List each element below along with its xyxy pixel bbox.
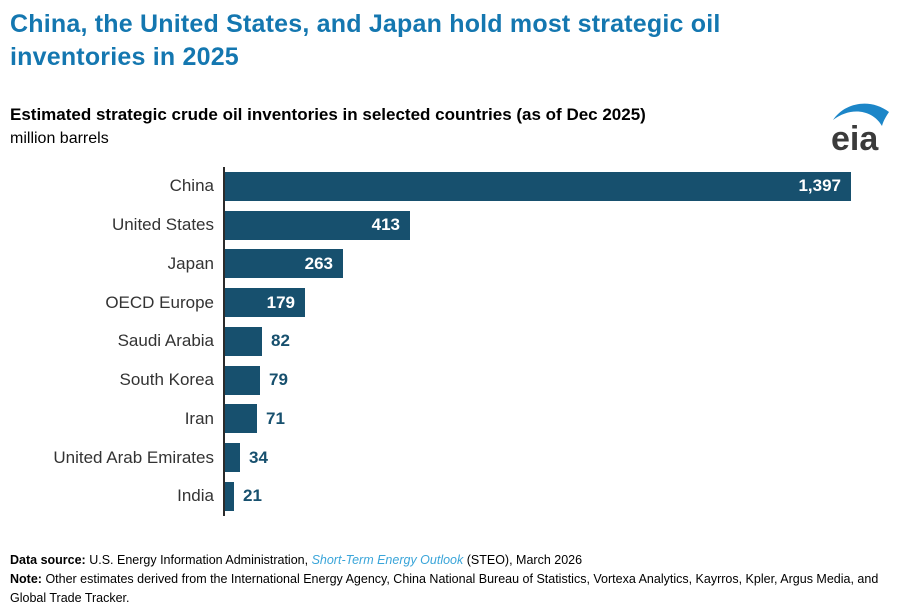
eia-swoosh-icon bbox=[833, 103, 889, 126]
category-label: United States bbox=[111, 215, 214, 235]
category-label: OECD Europe bbox=[105, 292, 214, 312]
data-source-label: Data source: bbox=[10, 553, 86, 567]
chart-unit-label: million barrels bbox=[10, 130, 109, 147]
footer-notes: Data source: U.S. Energy Information Adm… bbox=[10, 551, 895, 607]
chart-row: India 21 bbox=[10, 477, 893, 516]
data-source-line: Data source: U.S. Energy Information Adm… bbox=[10, 551, 895, 570]
bar bbox=[225, 365, 260, 395]
chart-row: Japan 263 bbox=[10, 244, 893, 284]
bar bbox=[225, 404, 257, 434]
note-text: Other estimates derived from the Interna… bbox=[10, 571, 879, 605]
chart-row: United Arab Emirates 34 bbox=[10, 438, 893, 477]
bar-cell: 179 bbox=[223, 283, 893, 322]
chart-row: Saudi Arabia 82 bbox=[10, 322, 893, 361]
page-title: China, the United States, and Japan hold… bbox=[10, 10, 721, 71]
chart-row: United States 413 bbox=[10, 205, 893, 245]
chart-header: Estimated strategic crude oil inventorie… bbox=[10, 105, 893, 148]
value-label: 1,397 bbox=[798, 176, 841, 196]
bar: 263 bbox=[225, 249, 343, 279]
bar-cell: 21 bbox=[223, 477, 893, 516]
chart-row: China 1,397 bbox=[10, 167, 893, 206]
eia-logo: eia bbox=[829, 98, 891, 158]
value-label: 71 bbox=[266, 408, 285, 428]
note-label: Note: bbox=[10, 571, 42, 586]
chart-row: Iran 71 bbox=[10, 399, 893, 439]
bar-chart: China 1,397 United States 413 Japan 263 OECD E… bbox=[10, 167, 893, 516]
category-label: India bbox=[177, 486, 214, 506]
bar-cell: 71 bbox=[223, 399, 893, 439]
chart-subtitle: Estimated strategic crude oil inventorie… bbox=[10, 105, 646, 124]
bar-cell: 82 bbox=[223, 322, 893, 361]
category-label: Japan bbox=[167, 253, 214, 273]
category-label: South Korea bbox=[119, 370, 214, 390]
bar-cell: 1,397 bbox=[223, 167, 893, 206]
chart-row: South Korea 79 bbox=[10, 360, 893, 400]
bar-cell: 263 bbox=[223, 244, 893, 284]
bar bbox=[225, 326, 262, 356]
bar bbox=[225, 443, 240, 473]
category-label: Iran bbox=[184, 408, 214, 428]
bar bbox=[225, 481, 234, 511]
value-label: 263 bbox=[304, 253, 333, 273]
bar: 1,397 bbox=[225, 171, 851, 201]
chart-row: OECD Europe 179 bbox=[10, 283, 893, 322]
plot-area: China 1,397 United States 413 Japan 263 OECD E… bbox=[10, 167, 893, 516]
bar: 413 bbox=[225, 210, 410, 240]
bar: 179 bbox=[225, 288, 305, 318]
steo-report-link[interactable]: Short-Term Energy Outlook bbox=[311, 553, 464, 567]
category-label: China bbox=[169, 176, 214, 196]
value-label: 79 bbox=[269, 370, 288, 390]
bar-cell: 413 bbox=[223, 205, 893, 245]
bar-cell: 79 bbox=[223, 360, 893, 400]
value-label: 179 bbox=[266, 292, 295, 312]
eia-logo-text: eia bbox=[831, 120, 879, 156]
eia-logo-graphic: eia bbox=[831, 103, 889, 158]
bar-cell: 34 bbox=[223, 438, 893, 477]
value-label: 21 bbox=[243, 486, 262, 506]
value-label: 82 bbox=[271, 331, 290, 351]
data-source-suffix: (STEO), March 2026 bbox=[466, 553, 583, 567]
value-label: 413 bbox=[371, 215, 400, 235]
note-line: Note: Other estimates derived from the I… bbox=[10, 570, 895, 607]
category-label: Saudi Arabia bbox=[117, 331, 214, 351]
value-label: 34 bbox=[249, 447, 268, 467]
category-label: United Arab Emirates bbox=[53, 447, 214, 467]
data-source-text: U.S. Energy Information Administration, bbox=[89, 553, 309, 567]
